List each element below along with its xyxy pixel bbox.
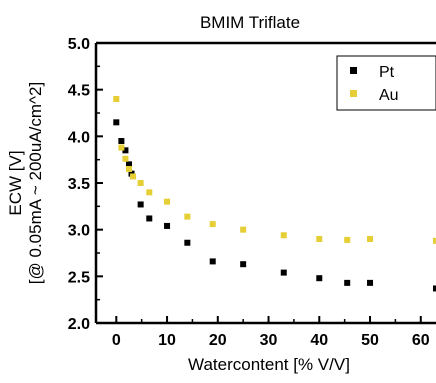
data-point-au (209, 221, 216, 228)
y-axis-label-line2: [@ 0.05mA ~ 200uA/cm^2] (26, 82, 45, 284)
data-point-pt (433, 285, 436, 292)
data-point-pt (113, 119, 120, 126)
y-tick-label: 2.5 (68, 269, 90, 286)
data-point-au (280, 232, 287, 239)
data-point-au (137, 180, 144, 186)
x-axis-ticks: 0 10 20 30 40 50 60 (112, 316, 430, 349)
data-point-pt (280, 269, 287, 276)
data-point-au (125, 166, 132, 172)
data-point-au (344, 236, 351, 243)
data-point-pt (367, 279, 374, 286)
y-tick-label: 5.0 (68, 36, 90, 53)
legend-box (336, 55, 436, 111)
data-point-au (316, 236, 323, 242)
legend-label-pt: Pt (379, 64, 395, 81)
data-point-au (240, 226, 247, 233)
data-point-pt (164, 222, 171, 229)
data-point-au (130, 173, 137, 180)
x-tick-label: 50 (361, 332, 379, 349)
data-markers (113, 96, 436, 292)
data-point-au (367, 236, 374, 242)
x-tick-label: 30 (260, 332, 278, 349)
y-tick-label: 4.0 (68, 129, 90, 146)
legend-label-au: Au (379, 87, 399, 104)
data-point-pt (118, 138, 125, 144)
y-tick-label: 4.5 (68, 83, 90, 100)
x-tick-label: 60 (412, 332, 430, 349)
data-point-au (433, 237, 436, 244)
data-point-pt (122, 147, 129, 154)
y-tick-label: 2.0 (68, 316, 90, 333)
y-axis-ticks: 2.0 2.5 3.0 3.5 4.0 4.5 5.0 (68, 36, 103, 333)
y-axis-label: ECW [V] [@ 0.05mA ~ 200uA/cm^2] (6, 82, 45, 284)
x-tick-label: 10 (158, 332, 176, 349)
y-tick-label: 3.0 (68, 223, 90, 240)
chart-title: BMIM Triflate (200, 13, 300, 32)
data-point-pt (316, 275, 323, 282)
legend-swatch-au (350, 90, 357, 97)
data-point-au (113, 96, 120, 102)
legend: Pt Au (336, 55, 436, 111)
x-tick-label: 0 (112, 332, 121, 349)
data-point-au (122, 155, 129, 162)
legend-swatch-pt (350, 67, 357, 74)
data-point-pt (240, 261, 247, 268)
y-tick-label: 3.5 (68, 176, 90, 193)
data-point-au (146, 189, 153, 196)
data-point-pt (125, 161, 132, 168)
data-point-pt (209, 258, 216, 265)
data-point-au (184, 213, 191, 220)
data-point-au (164, 198, 171, 205)
data-point-pt (146, 215, 153, 222)
y-axis-label-line1: ECW [V] (6, 150, 25, 215)
data-point-pt (344, 279, 351, 286)
x-axis-label: Watercontent [% V/V] (188, 355, 350, 374)
data-point-au (118, 144, 125, 151)
data-point-pt (184, 239, 191, 246)
x-tick-label: 20 (209, 332, 227, 349)
data-point-pt (137, 201, 144, 208)
x-tick-label: 40 (310, 332, 328, 349)
